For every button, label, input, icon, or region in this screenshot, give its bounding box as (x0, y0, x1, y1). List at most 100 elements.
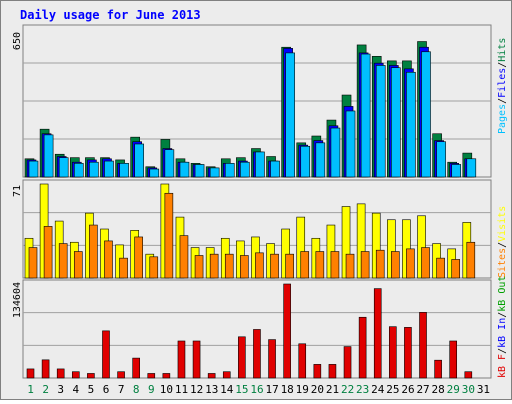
hits-files-pages-panel (22, 24, 492, 178)
bar-sites-day-9 (149, 256, 159, 279)
kbytes-panel (22, 279, 492, 379)
legend-pages: Pages (497, 104, 508, 134)
day-label-21: 21 (326, 383, 339, 396)
bar-pages-day-23 (360, 53, 371, 178)
day-label-3: 3 (57, 383, 64, 396)
bar-pages-day-29 (451, 164, 462, 178)
bar-sites-day-10 (164, 192, 174, 279)
bar-sites-day-27 (421, 247, 430, 279)
bar-sites-day-30 (466, 241, 476, 279)
bar-kbf-day-28 (434, 359, 442, 379)
top-legend: Pages/Files/Hits (497, 38, 508, 134)
bar-sites-day-5 (89, 224, 98, 279)
day-label-24: 24 (371, 383, 385, 396)
bar-pages-day-26 (406, 71, 416, 178)
bar-kbf-day-2 (41, 359, 50, 379)
day-label-4: 4 (73, 383, 80, 396)
bar-sites-day-4 (73, 251, 83, 279)
bar-pages-day-19 (300, 145, 311, 178)
day-label-14: 14 (220, 383, 234, 396)
bar-sites-day-12 (194, 255, 204, 279)
bar-pages-day-7 (119, 163, 129, 178)
bar-pages-day-18 (285, 52, 295, 178)
day-label-30: 30 (462, 383, 475, 396)
bar-kbf-day-5 (87, 373, 95, 379)
day-label-22: 22 (341, 383, 354, 396)
bar-pages-day-24 (375, 65, 386, 178)
day-label-20: 20 (311, 383, 324, 396)
bar-kbf-day-9 (147, 373, 156, 379)
day-label-19: 19 (296, 383, 309, 396)
bar-pages-day-22 (345, 110, 356, 178)
bottom-legend: kB F/kB In/kB Out (497, 276, 508, 378)
bar-pages-day-13 (209, 167, 220, 178)
bar-pages-day-14 (224, 163, 235, 178)
bar-sites-day-16 (255, 252, 264, 279)
day-label-28: 28 (432, 383, 445, 396)
bar-kbf-day-11 (177, 340, 186, 379)
bottom-ymax-label: 134604 (12, 282, 23, 318)
bar-pages-day-30 (466, 158, 477, 178)
bar-pages-day-5 (89, 161, 99, 178)
bar-sites-day-19 (300, 251, 310, 279)
bar-pages-day-2 (43, 134, 54, 178)
bar-kbf-day-18 (283, 283, 291, 379)
legend-kbin: kB In (497, 318, 508, 348)
day-label-12: 12 (190, 383, 203, 396)
day-label-31: 31 (477, 383, 490, 396)
bar-pages-day-1 (28, 160, 39, 178)
bar-pages-day-9 (149, 168, 160, 178)
bar-kbf-day-4 (71, 371, 80, 379)
bar-sites-day-24 (375, 249, 385, 279)
bar-kbf-day-24 (373, 288, 382, 379)
legend-visits: Visits (497, 206, 508, 242)
day-label-10: 10 (160, 383, 173, 396)
day-label-6: 6 (103, 383, 110, 396)
bar-kbf-day-1 (26, 368, 35, 379)
bar-pages-day-6 (104, 160, 114, 178)
bar-pages-day-21 (330, 127, 341, 178)
bar-pages-day-27 (421, 51, 431, 178)
middle-legend: Sites/Visits (497, 206, 508, 278)
bar-pages-day-8 (134, 143, 144, 178)
day-label-9: 9 (148, 383, 155, 396)
day-label-29: 29 (447, 383, 460, 396)
legend-kbout: kB Out (497, 276, 508, 312)
legend-hits: Hits (497, 38, 508, 62)
bar-kbf-day-26 (404, 327, 412, 379)
bar-sites-day-13 (209, 253, 219, 279)
bar-pages-day-11 (179, 161, 190, 178)
bar-pages-day-12 (194, 164, 205, 178)
bar-kbf-day-27 (419, 312, 427, 379)
bar-pages-day-28 (436, 141, 446, 178)
day-label-15: 15 (235, 383, 248, 396)
bar-kbf-day-12 (192, 340, 201, 379)
bar-sites-day-8 (134, 236, 143, 279)
bar-sites-day-3 (58, 243, 68, 279)
bar-pages-day-17 (270, 160, 280, 178)
bar-sites-day-11 (179, 235, 189, 279)
middle-ymax-label: 71 (12, 185, 23, 197)
bar-kbf-day-23 (358, 316, 367, 379)
bar-sites-day-7 (119, 257, 128, 279)
bar-kbf-day-16 (253, 329, 261, 379)
bar-sites-day-14 (224, 253, 234, 279)
day-label-5: 5 (88, 383, 95, 396)
bar-pages-day-15 (240, 161, 250, 178)
bar-kbf-day-22 (343, 346, 352, 379)
bar-pages-day-10 (164, 149, 175, 178)
bar-sites-day-23 (360, 251, 370, 279)
bar-sites-day-21 (330, 251, 340, 279)
bar-kbf-day-10 (162, 373, 171, 379)
day-label-13: 13 (205, 383, 218, 396)
bar-kbf-day-6 (102, 330, 110, 379)
day-label-27: 27 (416, 383, 429, 396)
bar-sites-day-18 (285, 253, 294, 279)
bar-kbf-day-15 (238, 336, 246, 379)
day-label-8: 8 (133, 383, 140, 396)
bar-pages-day-16 (255, 151, 265, 178)
bar-sites-day-25 (391, 251, 400, 279)
bar-pages-day-3 (58, 157, 69, 178)
bar-kbf-day-13 (207, 373, 216, 379)
